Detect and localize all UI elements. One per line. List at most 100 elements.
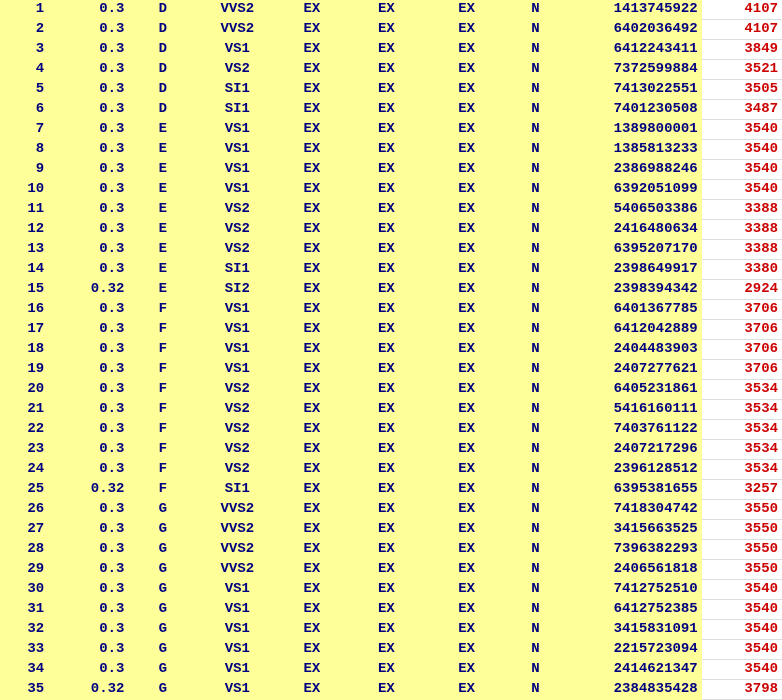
clarity-grade: VS1 [197,660,277,680]
color-grade: G [128,660,197,680]
certificate-number: 6412042889 [564,320,702,340]
table-row: 70.3EVS1EXEXEXN13898000013540 [0,120,782,140]
symmetry-grade: EX [427,120,507,140]
clarity-grade: VS1 [197,600,277,620]
row-index: 28 [0,540,48,560]
cut-grade: EX [277,80,346,100]
color-grade: G [128,600,197,620]
row-index: 3 [0,40,48,60]
row-index: 8 [0,140,48,160]
price-value: 3388 [702,240,782,260]
color-grade: G [128,640,197,660]
row-index: 14 [0,260,48,280]
cut-grade: EX [277,560,346,580]
row-index: 20 [0,380,48,400]
cut-grade: EX [277,360,346,380]
table-row: 260.3GVVS2EXEXEXN74183047423550 [0,500,782,520]
symmetry-grade: EX [427,480,507,500]
table-row: 30.3DVS1EXEXEXN64122434113849 [0,40,782,60]
symmetry-grade: EX [427,380,507,400]
fluorescence: N [507,240,564,260]
polish-grade: EX [346,620,426,640]
row-index: 34 [0,660,48,680]
table-row: 40.3DVS2EXEXEXN73725998843521 [0,60,782,80]
certificate-number: 6412243411 [564,40,702,60]
cut-grade: EX [277,580,346,600]
color-grade: E [128,120,197,140]
fluorescence: N [507,480,564,500]
symmetry-grade: EX [427,180,507,200]
clarity-grade: VS1 [197,120,277,140]
certificate-number: 2386988246 [564,160,702,180]
color-grade: D [128,80,197,100]
carat-value: 0.3 [48,360,128,380]
price-value: 4107 [702,20,782,40]
cut-grade: EX [277,280,346,300]
polish-grade: EX [346,80,426,100]
clarity-grade: VS1 [197,300,277,320]
cut-grade: EX [277,120,346,140]
cut-grade: EX [277,620,346,640]
symmetry-grade: EX [427,20,507,40]
color-grade: F [128,380,197,400]
polish-grade: EX [346,440,426,460]
table-row: 300.3GVS1EXEXEXN74127525103540 [0,580,782,600]
carat-value: 0.3 [48,80,128,100]
symmetry-grade: EX [427,360,507,380]
symmetry-grade: EX [427,580,507,600]
polish-grade: EX [346,640,426,660]
cut-grade: EX [277,600,346,620]
row-index: 4 [0,60,48,80]
certificate-number: 6392051099 [564,180,702,200]
color-grade: G [128,580,197,600]
price-value: 3706 [702,340,782,360]
table-row: 110.3EVS2EXEXEXN54065033863388 [0,200,782,220]
fluorescence: N [507,320,564,340]
symmetry-grade: EX [427,440,507,460]
certificate-number: 7396382293 [564,540,702,560]
carat-value: 0.3 [48,200,128,220]
clarity-grade: VS1 [197,360,277,380]
fluorescence: N [507,40,564,60]
fluorescence: N [507,100,564,120]
color-grade: D [128,40,197,60]
cut-grade: EX [277,100,346,120]
polish-grade: EX [346,400,426,420]
polish-grade: EX [346,600,426,620]
polish-grade: EX [346,20,426,40]
clarity-grade: VS1 [197,160,277,180]
color-grade: E [128,220,197,240]
cut-grade: EX [277,680,346,700]
color-grade: F [128,300,197,320]
polish-grade: EX [346,320,426,340]
color-grade: F [128,440,197,460]
cut-grade: EX [277,200,346,220]
row-index: 5 [0,80,48,100]
cut-grade: EX [277,320,346,340]
row-index: 11 [0,200,48,220]
price-value: 3550 [702,560,782,580]
row-index: 1 [0,0,48,20]
fluorescence: N [507,280,564,300]
fluorescence: N [507,500,564,520]
symmetry-grade: EX [427,220,507,240]
fluorescence: N [507,260,564,280]
row-index: 32 [0,620,48,640]
fluorescence: N [507,420,564,440]
symmetry-grade: EX [427,80,507,100]
table-row: 90.3EVS1EXEXEXN23869882463540 [0,160,782,180]
price-value: 3521 [702,60,782,80]
polish-grade: EX [346,40,426,60]
carat-value: 0.3 [48,560,128,580]
polish-grade: EX [346,140,426,160]
clarity-grade: VS1 [197,340,277,360]
certificate-number: 6401367785 [564,300,702,320]
certificate-number: 7372599884 [564,60,702,80]
price-value: 3540 [702,640,782,660]
clarity-grade: SI2 [197,280,277,300]
carat-value: 0.3 [48,140,128,160]
clarity-grade: VS1 [197,40,277,60]
polish-grade: EX [346,280,426,300]
clarity-grade: VS2 [197,440,277,460]
row-index: 13 [0,240,48,260]
